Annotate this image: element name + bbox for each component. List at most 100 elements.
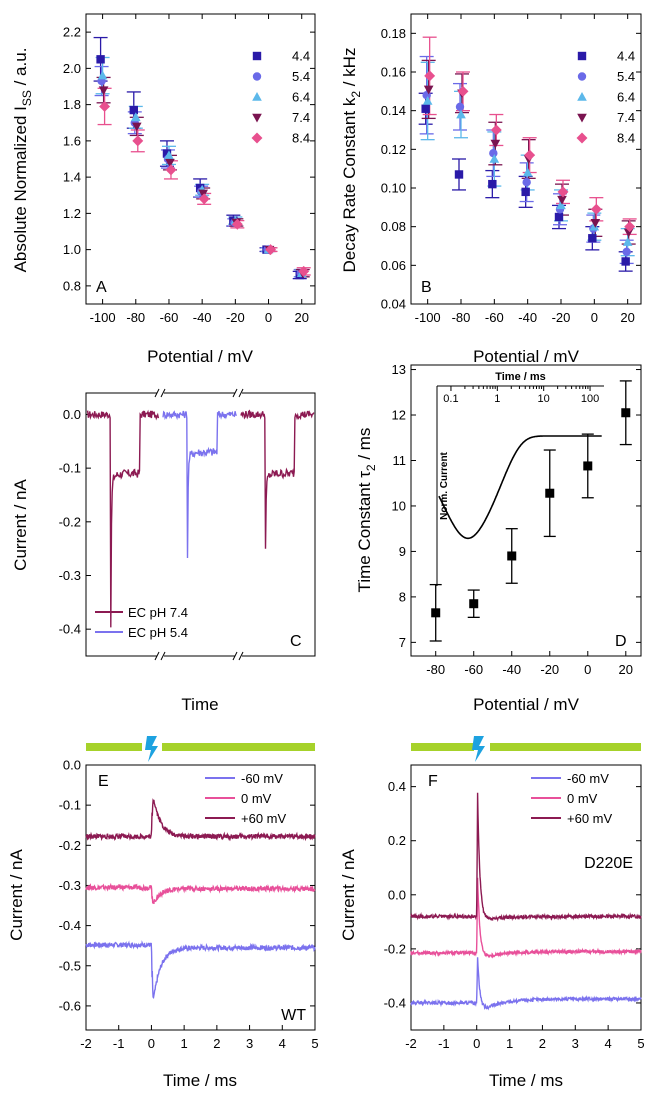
x-tick-label: -100	[415, 310, 441, 325]
panel-d: -80 -60 -40 -20 0 20 7 8 9 10 11 12 13 D Potential /…	[355, 362, 642, 714]
x-tick-label: 0	[473, 1036, 480, 1051]
legend-marker	[577, 51, 587, 61]
x-tick-label: -20	[552, 310, 571, 325]
y-tick-label: 1.8	[63, 97, 81, 112]
x-tick-label: 3	[246, 1036, 253, 1051]
x-tick-label: -20	[226, 310, 245, 325]
x-tick-label: 1	[506, 1036, 513, 1051]
data-point	[231, 218, 243, 230]
panel-e-frame	[85, 764, 316, 1031]
y-tick-label: 0.2	[388, 833, 406, 848]
axis-break-gap	[235, 389, 242, 397]
data-point	[98, 86, 109, 96]
x-tick-label: -2	[405, 1036, 417, 1051]
panel-a-ylabel: Absolute Normalized ISS / a.u.	[11, 48, 34, 273]
x-tick-label: 4	[279, 1036, 286, 1051]
data-point	[621, 408, 631, 418]
legend-marker	[252, 91, 262, 101]
panel-e-ylabel: Current / nA	[7, 849, 26, 941]
light-bar-f-right	[490, 743, 641, 751]
current-trace	[86, 409, 160, 628]
data-point	[424, 70, 436, 82]
data-point	[431, 608, 441, 618]
data-point	[623, 228, 634, 238]
y-tick-label: -0.3	[59, 568, 81, 583]
legend-label: 7.4	[292, 110, 310, 125]
data-point	[522, 167, 533, 177]
y-tick-label: 11	[393, 453, 407, 468]
inset-tick-label: 10	[538, 393, 550, 405]
panel-c: 0.0-0.1-0.2-0.3-0.4 C Time Current / nA …	[11, 388, 316, 714]
panel-b-frame	[410, 13, 642, 305]
x-tick-label: 3	[572, 1036, 579, 1051]
panel-b-xlabel: Potential / mV	[473, 347, 579, 366]
data-point	[455, 102, 465, 112]
current-trace	[240, 409, 315, 549]
data-point	[97, 70, 108, 80]
axis-break-mark	[154, 651, 160, 661]
axis-break-gap	[235, 652, 242, 660]
legend-marker	[577, 91, 587, 101]
light-stimulus-f	[411, 736, 641, 762]
legend-marker	[252, 51, 262, 61]
current-trace	[410, 877, 642, 959]
data-point	[624, 221, 636, 233]
x-tick-label: -1	[438, 1036, 450, 1051]
y-tick-label: -0.5	[59, 958, 81, 973]
inset-ylabel: Norm. Current	[439, 451, 450, 519]
y-tick-label: 8	[399, 589, 406, 604]
y-tick-label: 2.0	[63, 61, 81, 76]
data-point	[165, 158, 175, 168]
x-tick-label: 2	[213, 1036, 220, 1051]
light-bar-e-left	[86, 743, 142, 751]
data-point	[507, 551, 517, 561]
y-tick-label: 1.2	[63, 206, 81, 221]
legend-label: 5.4	[617, 69, 635, 84]
y-tick-label: 0.0	[388, 887, 406, 902]
data-point	[298, 265, 310, 277]
legend-label: 5.4	[292, 69, 310, 84]
current-trace	[85, 798, 316, 842]
y-tick-label: -0.4	[384, 995, 406, 1010]
data-point	[198, 189, 208, 199]
data-point	[132, 135, 144, 147]
legend-label: 8.4	[617, 131, 635, 146]
x-tick-label: 20	[620, 310, 634, 325]
legend-label: +60 mV	[241, 811, 286, 826]
current-trace	[162, 410, 238, 559]
x-tick-label: 20	[619, 662, 633, 677]
axis-break-mark	[232, 651, 238, 661]
x-tick-label: -40	[502, 662, 521, 677]
data-point	[524, 149, 536, 161]
current-trace	[85, 940, 316, 999]
panel-e-tag: WT	[281, 1007, 306, 1024]
data-point	[456, 109, 466, 119]
legend-label: +60 mV	[567, 811, 612, 826]
axis-break-mark	[154, 388, 160, 398]
y-tick-label: -0.1	[59, 461, 81, 476]
data-point	[590, 203, 602, 215]
panel-b-ylabel: Decay Rate Constant k2 / kHz	[340, 48, 363, 273]
legend-label: -60 mV	[567, 771, 609, 786]
data-point	[622, 237, 633, 246]
x-tick-label: -60	[464, 662, 483, 677]
data-point	[590, 219, 601, 228]
current-trace	[410, 957, 642, 1011]
panel-b-label: B	[421, 279, 432, 296]
legend-label: 4.4	[292, 49, 310, 64]
data-point	[162, 149, 172, 158]
panel-a-xlabel: Potential / mV	[147, 347, 253, 366]
x-tick-label: -1	[113, 1036, 125, 1051]
x-tick-label: -60	[485, 310, 504, 325]
y-tick-label: -0.4	[59, 918, 81, 933]
y-tick-label: -0.2	[384, 941, 406, 956]
panel-c-frame	[85, 392, 316, 657]
x-tick-label: -100	[90, 310, 116, 325]
y-tick-label: 0.10	[381, 181, 406, 196]
legend-label: 7.4	[617, 110, 635, 125]
light-stimulus-e	[86, 736, 315, 762]
axis-break-gap	[157, 652, 164, 660]
y-tick-label: 0.12	[381, 142, 406, 157]
x-tick-label: -40	[193, 310, 212, 325]
y-tick-label: 10	[392, 498, 406, 513]
